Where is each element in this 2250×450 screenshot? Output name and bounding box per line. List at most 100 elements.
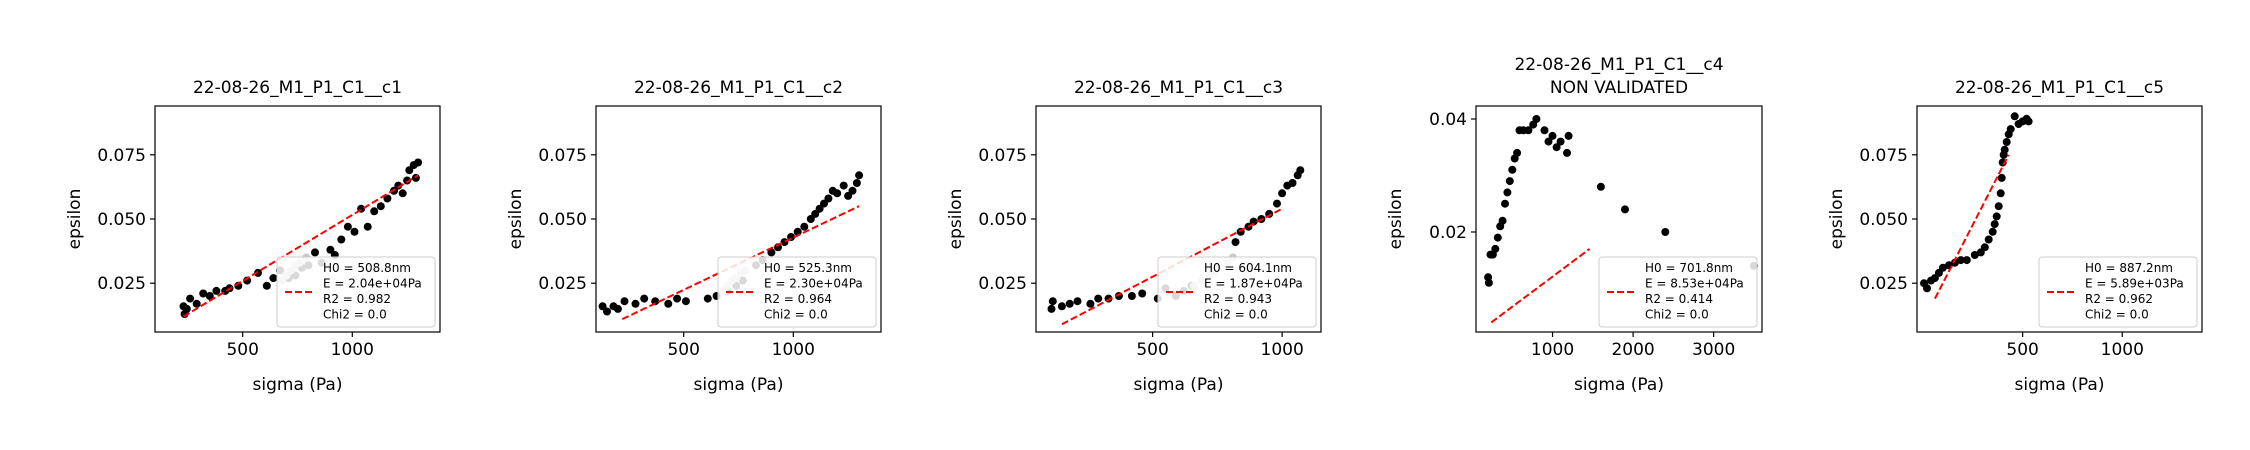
y-tick-label: 0.050 bbox=[538, 210, 587, 230]
data-point bbox=[1249, 217, 1258, 226]
data-point bbox=[1956, 256, 1965, 265]
legend-entry: Chi2 = 0.0 bbox=[1204, 308, 1268, 322]
y-tick-label: 0.025 bbox=[97, 274, 146, 294]
data-point bbox=[398, 189, 407, 198]
data-point bbox=[1491, 244, 1500, 253]
y-tick-label: 0.050 bbox=[978, 210, 1027, 230]
legend-entry: E = 8.53e+04Pa bbox=[1645, 277, 1744, 291]
legend-entry: Chi2 = 0.0 bbox=[2085, 308, 2149, 322]
y-axis-label: epsilon bbox=[506, 189, 526, 250]
data-point bbox=[376, 202, 385, 211]
data-point bbox=[1540, 126, 1549, 135]
fit-line bbox=[182, 174, 419, 318]
data-point bbox=[1996, 189, 2005, 198]
fit-line bbox=[1490, 248, 1591, 324]
legend-entry: H0 = 887.2nm bbox=[2085, 261, 2173, 275]
data-point bbox=[1048, 297, 1057, 306]
legend-entry: E = 5.89e+03Pa bbox=[2085, 277, 2184, 291]
y-tick-label: 0.075 bbox=[1859, 146, 1908, 166]
data-point bbox=[186, 294, 195, 303]
data-point bbox=[403, 176, 412, 185]
legend-entry: H0 = 701.8nm bbox=[1645, 261, 1733, 275]
data-point bbox=[681, 297, 690, 306]
data-point bbox=[383, 194, 392, 203]
legend-entry: R2 = 0.964 bbox=[764, 292, 832, 306]
data-point bbox=[598, 302, 607, 311]
data-point bbox=[370, 207, 379, 216]
data-point bbox=[262, 281, 271, 290]
data-point bbox=[620, 297, 629, 306]
y-tick-label: 0.04 bbox=[1429, 110, 1467, 130]
axes-frame bbox=[1475, 105, 1763, 333]
y-tick-label: 0.075 bbox=[978, 146, 1027, 166]
data-point bbox=[1661, 228, 1670, 236]
data-point bbox=[1564, 131, 1573, 140]
data-point bbox=[613, 304, 622, 313]
fit-line bbox=[1934, 154, 2010, 300]
chart-title: 22-08-26_M1_P1_C1__c1 bbox=[193, 78, 402, 98]
y-tick-label: 0.025 bbox=[978, 274, 1027, 294]
data-point bbox=[1938, 263, 1947, 272]
data-point bbox=[1498, 216, 1507, 225]
data-point bbox=[1086, 299, 1095, 308]
x-tick-label: 1000 bbox=[1261, 340, 1304, 360]
legend-entry: R2 = 0.982 bbox=[323, 292, 391, 306]
data-point bbox=[205, 292, 214, 300]
legend-box bbox=[2038, 256, 2198, 328]
y-axis-label: epsilon bbox=[1386, 189, 1406, 250]
data-point bbox=[199, 289, 208, 298]
y-axis-label: epsilon bbox=[1827, 189, 1847, 250]
data-point bbox=[2000, 145, 2009, 154]
data-point bbox=[2010, 112, 2019, 121]
x-tick-label: 1000 bbox=[772, 340, 815, 360]
data-point bbox=[1552, 143, 1561, 152]
data-point bbox=[1596, 182, 1605, 191]
data-point bbox=[1997, 173, 2006, 182]
chart-title: 22-08-26_M1_P1_C1__c4 bbox=[1514, 55, 1723, 75]
legend-entry: H0 = 604.1nm bbox=[1204, 261, 1292, 275]
data-point bbox=[1288, 179, 1297, 187]
data-point bbox=[1990, 220, 1999, 229]
data-point bbox=[1501, 199, 1509, 208]
data-point bbox=[1923, 284, 1931, 293]
data-point bbox=[2002, 138, 2011, 146]
data-point bbox=[1273, 199, 1281, 208]
legend-entry: E = 2.04e+04Pa bbox=[323, 277, 422, 291]
data-point bbox=[1962, 256, 1971, 265]
data-point bbox=[254, 268, 262, 277]
data-point bbox=[1508, 165, 1517, 174]
subplot-2: 22-08-26_M1_P1_C1__c2 H0 = 525.3nm E = 2.3… bbox=[506, 78, 882, 395]
data-point bbox=[800, 222, 809, 231]
data-point bbox=[192, 299, 201, 308]
data-point bbox=[1057, 302, 1066, 311]
y-axis-label: epsilon bbox=[946, 189, 966, 250]
data-point bbox=[1094, 294, 1103, 303]
subplot-4: 22-08-26_M1_P1_C1__c4 NON VALIDATED H0 = 7… bbox=[1386, 55, 1763, 395]
data-point bbox=[767, 248, 776, 257]
data-point bbox=[1484, 278, 1493, 287]
y-tick-label: 0.075 bbox=[97, 146, 146, 166]
data-point bbox=[1493, 233, 1502, 242]
chart-subtitle: NON VALIDATED bbox=[1550, 78, 1688, 98]
x-axis-label: sigma (Pa) bbox=[1134, 375, 1224, 395]
legend-box bbox=[276, 256, 436, 328]
legend-entry: Chi2 = 0.0 bbox=[764, 308, 828, 322]
x-tick-label: 500 bbox=[667, 340, 699, 360]
y-tick-label: 0.025 bbox=[538, 274, 587, 294]
chart-title: 22-08-26_M1_P1_C1__c3 bbox=[1074, 78, 1283, 98]
legend-entry: H0 = 525.3nm bbox=[764, 261, 852, 275]
x-tick-label: 500 bbox=[2006, 340, 2038, 360]
data-point bbox=[394, 181, 403, 190]
data-point bbox=[780, 238, 789, 247]
legend-box bbox=[1598, 256, 1758, 328]
data-point bbox=[1532, 115, 1541, 123]
data-point bbox=[1513, 148, 1522, 157]
data-point bbox=[703, 294, 712, 303]
chart-title: 22-08-26_M1_P1_C1__c5 bbox=[1955, 78, 2164, 98]
data-point bbox=[631, 299, 640, 308]
x-tick-label: 500 bbox=[1136, 340, 1168, 360]
